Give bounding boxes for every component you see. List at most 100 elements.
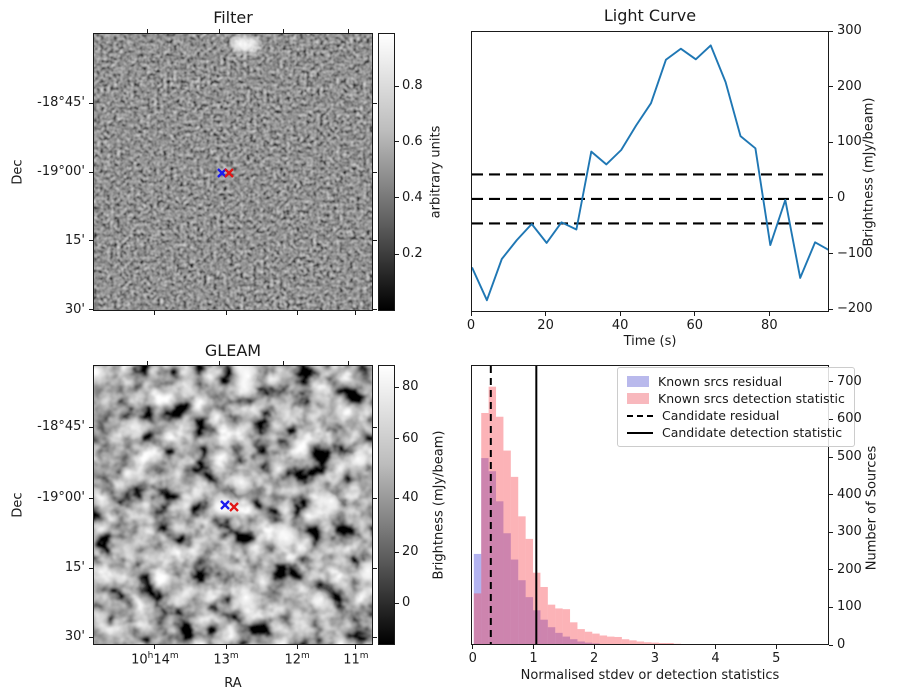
histogram-ylabel: Number of Sources: [864, 445, 880, 571]
ra-tick-label: 13m: [213, 651, 239, 668]
time-tick-label: 80: [761, 318, 778, 333]
time-tick-label: 20: [537, 318, 554, 333]
colorbar-tick: [395, 253, 399, 255]
stat-tick-label: 3: [650, 651, 659, 666]
histogram-legend: Known srcs residual Known srcs detection …: [617, 367, 855, 447]
colorbar-tick-label: 0: [402, 595, 411, 610]
source-blob: [151, 469, 178, 496]
count-tick-label: 200: [837, 561, 862, 577]
axis-tick: [829, 494, 833, 496]
gleam-image-panel: [93, 365, 373, 645]
legend-label: Known srcs residual: [658, 374, 783, 389]
colorbar-tick: [395, 141, 399, 143]
legend-label: Candidate residual: [662, 408, 780, 423]
brightness-tick-label: 300: [837, 23, 862, 38]
ra-tick-label: 10h14m: [131, 651, 179, 668]
count-tick-label: 400: [837, 486, 862, 502]
count-tick-label: 600: [837, 411, 862, 427]
source-blob: [238, 34, 264, 58]
axis-tick: [355, 311, 357, 315]
stat-tick-label: 0: [468, 651, 477, 666]
stat-tick-label: 1: [529, 651, 538, 666]
gleam-xlabel: RA: [224, 676, 242, 691]
axis-tick: [829, 456, 833, 458]
legend-patch-swatch: [627, 393, 649, 404]
source-blob: [213, 161, 237, 185]
legend-patch-swatch: [627, 376, 649, 387]
axis-tick: [89, 636, 93, 638]
axis-tick: [829, 86, 833, 88]
axis-tick: [619, 312, 621, 316]
dec-tick-label: -18°45': [37, 95, 85, 111]
filter-colorbar-label: arbitrary units: [428, 125, 444, 219]
axis-tick: [283, 361, 285, 365]
axis-tick: [373, 636, 377, 638]
source-blob: [226, 366, 269, 397]
colorbar-tick: [395, 386, 399, 388]
axis-tick: [373, 426, 377, 428]
axis-tick: [89, 309, 93, 311]
filter-image-panel: [93, 33, 373, 311]
colorbar-tick: [395, 438, 399, 440]
axis-tick: [829, 197, 833, 199]
candidate-marker-x-blue: [216, 167, 228, 179]
axis-tick: [89, 567, 93, 569]
brightness-tick-label: 200: [837, 78, 862, 94]
source-blob: [304, 583, 337, 616]
candidate-marker-x-red: [228, 501, 240, 513]
axis-tick: [829, 141, 833, 143]
axis-tick: [768, 312, 770, 316]
source-blob: [228, 579, 264, 616]
gleam-colorbar-label: Brightness (mJy/beam): [431, 430, 447, 580]
colorbar-tick: [395, 551, 399, 553]
source-blob: [270, 521, 303, 554]
axis-tick: [829, 381, 833, 383]
axis-tick: [373, 102, 377, 104]
axis-tick: [89, 171, 93, 173]
colorbar-tick-label: 20: [402, 544, 419, 560]
source-blob: [314, 484, 347, 517]
filter-noise-texture: [94, 34, 372, 310]
stat-tick-label: 2: [590, 651, 599, 666]
axis-tick: [829, 253, 833, 255]
time-tick-label: 40: [611, 318, 629, 333]
axis-tick: [348, 361, 350, 365]
colorbar-tick-label: 60: [402, 430, 419, 446]
count-tick-label: 700: [837, 373, 862, 389]
axis-tick: [829, 644, 833, 646]
dec-tick-label: 15': [64, 232, 85, 248]
axis-tick: [225, 311, 227, 315]
colorbar-tick: [395, 497, 399, 499]
legend-item: Candidate detection statistic: [627, 424, 845, 441]
axis-tick: [654, 645, 656, 649]
colorbar-tick-label: 0.8: [402, 78, 423, 94]
light-curve-xlabel: Time (s): [623, 334, 677, 349]
candidate-marker-x-red: [223, 167, 235, 179]
source-blob: [164, 586, 191, 613]
ra-tick-label: 11m: [343, 651, 369, 668]
source-blob: [180, 366, 210, 395]
axis-tick: [532, 645, 534, 649]
light-curve-ylabel: Brightness (mJy/beam): [861, 97, 877, 247]
histogram-xlabel: Normalised stdev or detection statistics: [520, 668, 780, 683]
time-tick-label: 0: [466, 318, 476, 333]
axis-tick: [296, 311, 298, 315]
axis-tick: [147, 29, 149, 33]
axis-tick: [775, 645, 777, 649]
light-curve-panel: [471, 31, 829, 312]
stat-tick-label: 4: [711, 651, 720, 666]
axis-tick: [373, 567, 377, 569]
colorbar-tick-label: 0.6: [402, 133, 423, 149]
dec-tick-label: 30': [64, 629, 85, 645]
colorbar-tick-label: 80: [402, 379, 419, 395]
source-blob: [118, 412, 148, 442]
dec-tick-label: -19°00': [37, 490, 85, 505]
dec-tick-label: 30': [64, 301, 85, 317]
colorbar-tick: [395, 85, 399, 87]
legend-line-swatch: [627, 431, 653, 434]
axis-tick: [373, 309, 377, 311]
axis-tick: [154, 645, 156, 649]
filter-title: Filter: [213, 8, 253, 27]
filter-colorbar: [378, 33, 395, 311]
